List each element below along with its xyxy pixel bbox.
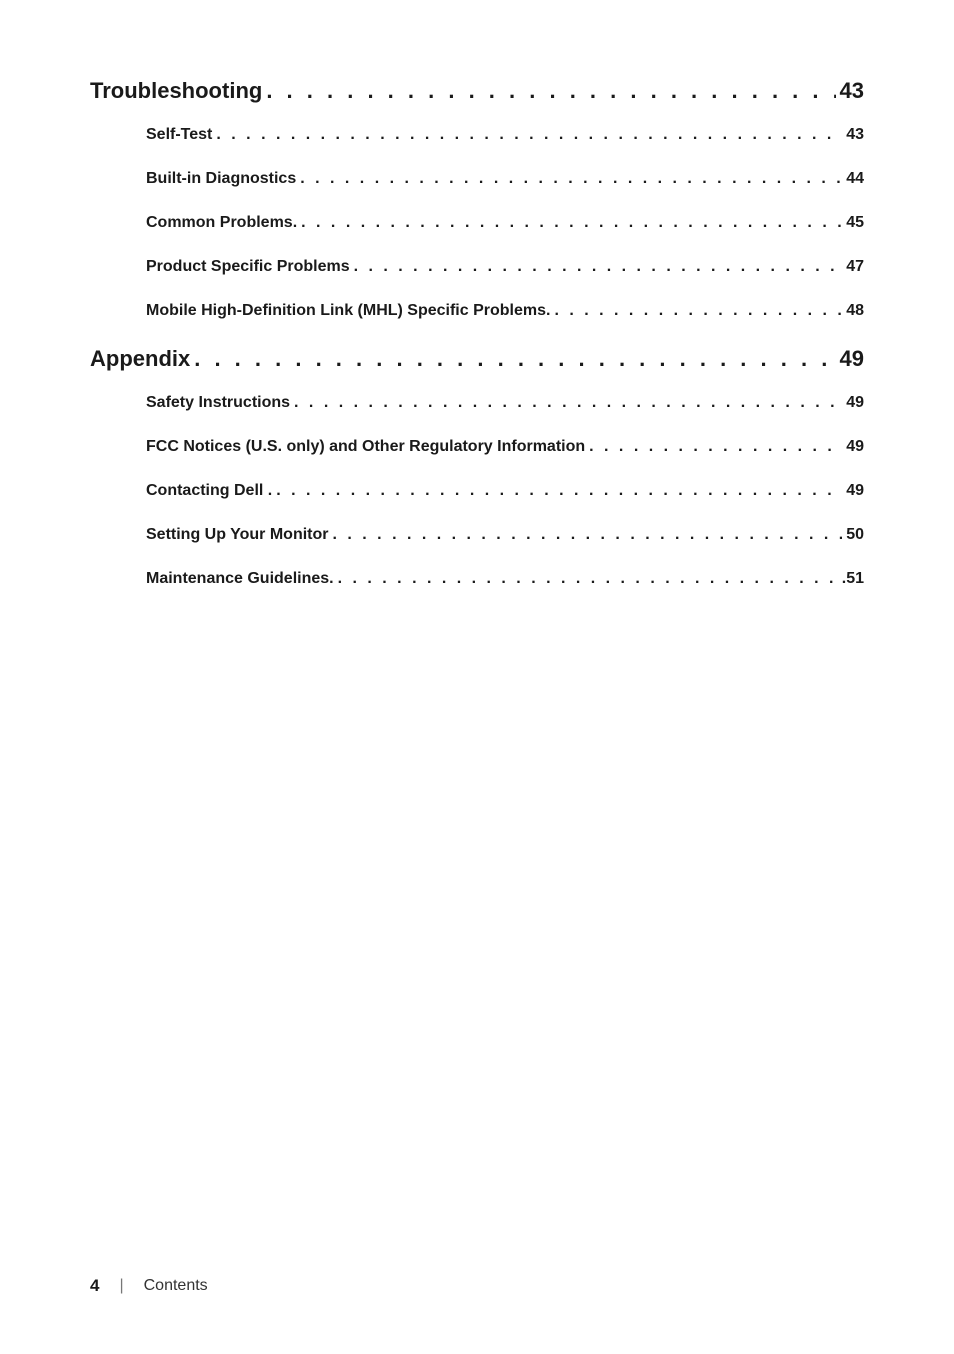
toc-item-title: Common Problems.	[146, 214, 297, 232]
toc-item-page: 44	[846, 170, 864, 188]
toc-section-page: 49	[840, 346, 864, 372]
toc-section-page: 43	[840, 78, 864, 104]
toc-item-entry: Self-Test . . . . . . . . . . . . . . . …	[146, 126, 864, 144]
toc-leader: . . . . . . . . . . . . . . . . . . . . …	[589, 438, 842, 456]
toc-item-title: Contacting Dell .	[146, 482, 272, 500]
toc-section-title: Troubleshooting	[90, 78, 262, 104]
toc-item-title: Self-Test	[146, 126, 212, 144]
toc-item-entry: Common Problems. . . . . . . . . . . . .…	[146, 214, 864, 232]
page: Troubleshooting . . . . . . . . . . . . …	[0, 0, 954, 1354]
toc-item-title: Setting Up Your Monitor	[146, 526, 329, 544]
toc-item-entry: Contacting Dell . . . . . . . . . . . . …	[146, 482, 864, 500]
toc-leader: . . . . . . . . . . . . . . . . . . . . …	[554, 302, 842, 320]
footer-section-label: Contents	[144, 1277, 208, 1295]
page-footer: 4 | Contents	[90, 1276, 208, 1296]
toc-item-entry: FCC Notices (U.S. only) and Other Regula…	[146, 438, 864, 456]
toc-item-page: 50	[846, 526, 864, 544]
toc-item-page: 48	[846, 302, 864, 320]
toc-leader: . . . . . . . . . . . . . . . . . . . . …	[333, 526, 843, 544]
toc-section-entry: Appendix . . . . . . . . . . . . . . . .…	[90, 346, 864, 372]
toc-leader: . . . . . . . . . . . . . . . . . . . . …	[216, 126, 842, 144]
toc-item-page: 49	[846, 394, 864, 412]
toc-item-title: Product Specific Problems	[146, 258, 350, 276]
footer-page-number: 4	[90, 1276, 99, 1296]
toc-leader: . . . . . . . . . . . . . . . . . . . . …	[300, 170, 842, 188]
toc-leader: . . . . . . . . . . . . . . . . . . . . …	[301, 214, 842, 232]
toc-leader: . . . . . . . . . . . . . . . . . . . . …	[338, 570, 838, 588]
toc-leader: . . . . . . . . . . . . . . . . . . . . …	[354, 258, 843, 276]
toc-section-entry: Troubleshooting . . . . . . . . . . . . …	[90, 78, 864, 104]
toc-section-title: Appendix	[90, 346, 190, 372]
toc-item-title: FCC Notices (U.S. only) and Other Regula…	[146, 438, 585, 456]
toc-item-page: 47	[846, 258, 864, 276]
toc-item-entry: Maintenance Guidelines. . . . . . . . . …	[146, 570, 864, 588]
toc-item-entry: Built-in Diagnostics . . . . . . . . . .…	[146, 170, 864, 188]
toc-leader: . . . . . . . . . . . . . . . . . . . . …	[276, 482, 842, 500]
toc-item-entry: Product Specific Problems . . . . . . . …	[146, 258, 864, 276]
toc-item-page: 49	[846, 438, 864, 456]
toc-item-entry: Setting Up Your Monitor . . . . . . . . …	[146, 526, 864, 544]
toc-item-title: Safety Instructions	[146, 394, 290, 412]
toc-item-title: Mobile High-Definition Link (MHL) Specif…	[146, 302, 550, 320]
toc-item-page: 45	[846, 214, 864, 232]
toc-item-title: Built-in Diagnostics	[146, 170, 296, 188]
toc-item-entry: Mobile High-Definition Link (MHL) Specif…	[146, 302, 864, 320]
toc-item-title: Maintenance Guidelines.	[146, 570, 334, 588]
toc-item-page: 49	[846, 482, 864, 500]
toc-item-entry: Safety Instructions . . . . . . . . . . …	[146, 394, 864, 412]
toc-leader: . . . . . . . . . . . . . . . . . . . . …	[294, 394, 842, 412]
toc-leader: . . . . . . . . . . . . . . . . . . . . …	[194, 346, 835, 372]
toc-item-page: .51	[842, 570, 864, 588]
toc-item-page: 43	[846, 126, 864, 144]
toc-leader: . . . . . . . . . . . . . . . . . . . . …	[266, 78, 835, 104]
footer-divider: |	[119, 1277, 123, 1295]
